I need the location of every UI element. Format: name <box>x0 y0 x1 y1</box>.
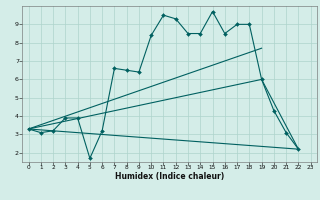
X-axis label: Humidex (Indice chaleur): Humidex (Indice chaleur) <box>115 172 224 181</box>
